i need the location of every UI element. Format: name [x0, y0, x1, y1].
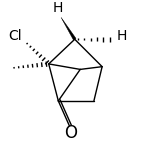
Text: Cl: Cl [8, 29, 22, 43]
Text: H: H [53, 1, 64, 15]
Text: O: O [64, 124, 77, 142]
Polygon shape [61, 17, 76, 40]
Text: H: H [117, 29, 127, 43]
